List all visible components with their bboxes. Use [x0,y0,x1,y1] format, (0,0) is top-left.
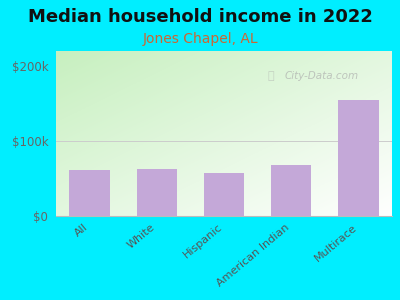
Text: ⓘ: ⓘ [268,71,274,81]
Bar [70,169,110,216]
Bar [338,100,378,216]
Text: Median household income in 2022: Median household income in 2022 [28,8,372,26]
Text: City-Data.com: City-Data.com [284,71,359,81]
Text: Jones Chapel, AL: Jones Chapel, AL [142,32,258,46]
Bar [271,165,311,216]
Bar [137,169,177,216]
Bar [204,172,244,216]
